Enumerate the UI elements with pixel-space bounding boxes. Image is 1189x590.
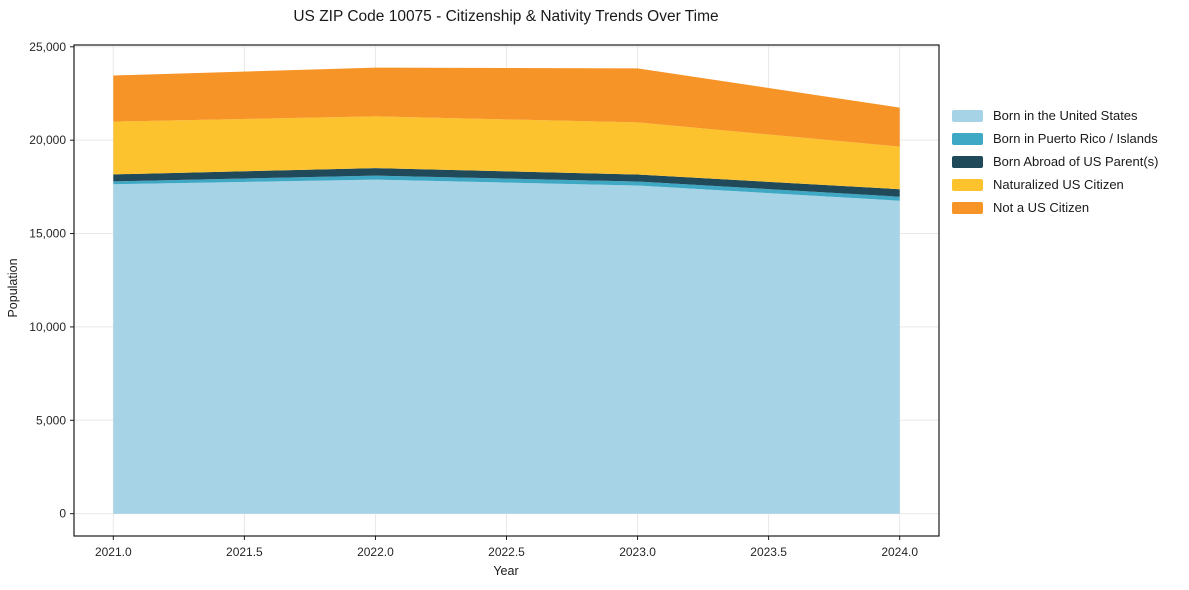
legend-item-puerto-rico: Born in Puerto Rico / Islands [952, 127, 1158, 150]
x-tick-label: 2022.5 [488, 545, 525, 559]
y-tick-label: 25,000 [29, 40, 66, 54]
y-axis-label: Population [6, 258, 20, 318]
y-tick-label: 15,000 [29, 227, 66, 241]
legend-label: Born Abroad of US Parent(s) [993, 154, 1159, 169]
y-tick-label: 10,000 [29, 320, 66, 334]
y-tick-label: 20,000 [29, 133, 66, 147]
area-born-in-puerto-rico-islands [113, 175, 900, 201]
legend-swatch-puerto-rico [952, 132, 983, 145]
legend-label: Born in the United States [993, 108, 1138, 123]
y-tick-label: 0 [59, 507, 66, 521]
x-tick-label: 2023.0 [619, 545, 656, 559]
area-born-in-the-united-states [113, 179, 900, 514]
x-tick-label: 2022.0 [357, 545, 394, 559]
legend-item-not-citizen: Not a US Citizen [952, 196, 1158, 219]
legend-label: Born in Puerto Rico / Islands [993, 131, 1158, 146]
x-tick-label: 2023.5 [750, 545, 787, 559]
x-tick-label: 2021.5 [226, 545, 263, 559]
area-born-abroad-of-us-parent-s [113, 168, 900, 197]
legend-swatch-born-us [952, 109, 983, 122]
legend-label: Naturalized US Citizen [993, 177, 1124, 192]
legend-swatch-born-abroad [952, 155, 983, 168]
area-naturalized-us-citizen [113, 116, 900, 190]
x-tick-label: 2021.0 [95, 545, 132, 559]
x-axis-label: Year [493, 564, 519, 578]
legend-item-born-abroad: Born Abroad of US Parent(s) [952, 150, 1158, 173]
legend-item-naturalized: Naturalized US Citizen [952, 173, 1158, 196]
chart-title: US ZIP Code 10075 - Citizenship & Nativi… [293, 8, 719, 25]
legend-item-born-us: Born in the United States [952, 104, 1158, 127]
area-not-a-us-citizen [113, 67, 900, 147]
y-tick-label: 5,000 [36, 413, 66, 427]
x-tick-label: 2024.0 [881, 545, 918, 559]
legend-swatch-not-citizen [952, 201, 983, 214]
legend-swatch-naturalized [952, 178, 983, 191]
legend-label: Not a US Citizen [993, 200, 1090, 215]
legend: Born in the United States Born in Puerto… [952, 104, 1158, 219]
